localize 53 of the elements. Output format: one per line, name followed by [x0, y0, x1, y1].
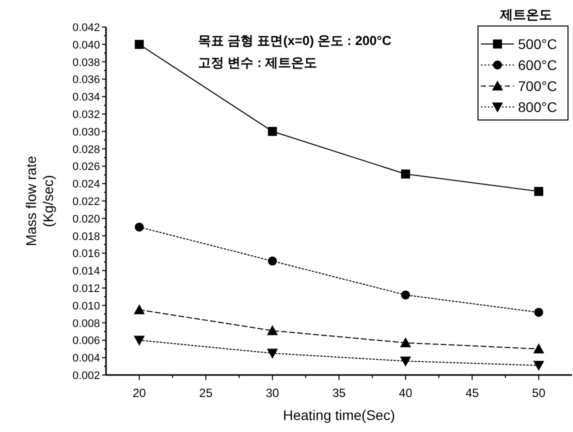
y-tick-label: 0.016 — [72, 248, 100, 260]
x-tick-label: 20 — [132, 386, 146, 400]
point — [533, 343, 544, 354]
x-tick-label: 25 — [199, 386, 213, 400]
legend-title: 제트온도 — [499, 7, 552, 22]
point — [400, 337, 412, 348]
y-tick-label: 0.022 — [72, 196, 100, 208]
x-axis-title: Heating time(Sec) — [282, 407, 396, 423]
point — [134, 40, 144, 49]
y-tick-label: 0.028 — [72, 144, 100, 156]
x-tick-label: 40 — [398, 386, 413, 400]
y-tick-label: 0.040 — [72, 39, 100, 52]
x-tick-label: 35 — [332, 386, 346, 400]
legend-label: 800°C — [518, 99, 558, 115]
annotation: 목표 금형 표면(x=0) 온도 : 200°C — [198, 33, 392, 48]
y-tick-label: 0.038 — [72, 56, 100, 69]
point — [134, 336, 145, 346]
y-tick-label: 0.034 — [72, 92, 100, 104]
point — [266, 325, 278, 336]
legend-label: 500°C — [518, 36, 558, 52]
y-tick-label: 0.012 — [72, 283, 100, 295]
annotation: 고정 변수 : 제트온도 — [198, 55, 318, 70]
y-tick-label: 0.010 — [72, 300, 100, 312]
point — [268, 256, 277, 266]
point — [268, 126, 277, 136]
y-tick-label: 0.018 — [72, 230, 100, 243]
y-tick-label: 0.004 — [72, 352, 100, 365]
point — [401, 170, 410, 179]
point — [401, 290, 410, 300]
point — [533, 360, 544, 371]
point — [134, 304, 145, 314]
y-axis-title: Mass flow rate (Kg/sec) — [23, 156, 56, 246]
legend-label: 600°C — [518, 57, 558, 73]
y-tick-label: 0.014 — [72, 266, 100, 278]
x-tick-label: 50 — [532, 386, 546, 400]
y-tick-label: 0.032 — [72, 109, 100, 121]
y-tick-label: 0.024 — [72, 178, 100, 191]
y-tick-label: 0.008 — [72, 318, 100, 330]
y-tick-label: 0.020 — [72, 213, 100, 226]
point — [266, 348, 278, 359]
x-tick-label: 30 — [266, 386, 280, 400]
legend-label: 700°C — [518, 78, 558, 94]
y-tick-label: 0.042 — [72, 22, 100, 34]
y-tick-label: 0.036 — [72, 74, 100, 86]
point — [534, 186, 544, 196]
point — [534, 308, 544, 317]
y-tick-label: 0.026 — [72, 161, 100, 174]
point — [400, 356, 412, 367]
y-tick-label: 0.006 — [72, 335, 100, 348]
point — [134, 222, 144, 232]
x-tick-label: 45 — [465, 386, 480, 400]
y-tick-label: 0.002 — [72, 370, 100, 382]
y-tick-label: 0.030 — [72, 126, 100, 138]
